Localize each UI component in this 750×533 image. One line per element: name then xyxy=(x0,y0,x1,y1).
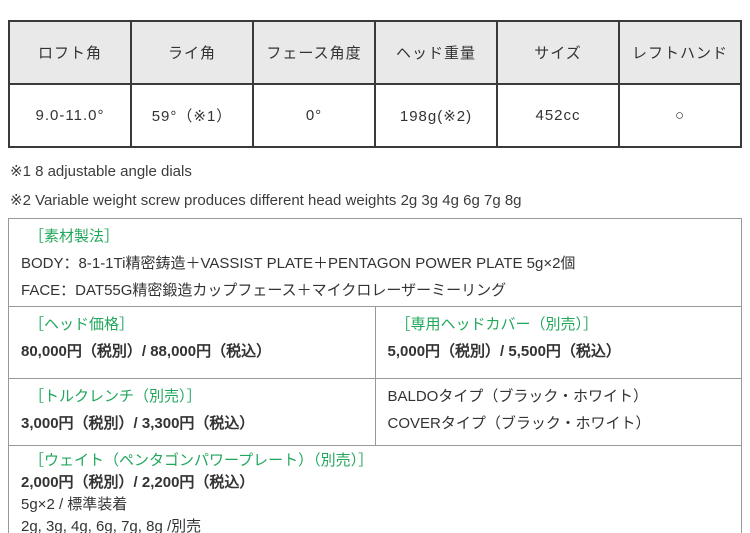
material-cell: ［素材製法］ BODY：8-1-1Ti精密鋳造＋VASSIST PLATE＋PE… xyxy=(8,218,742,307)
cover-type-cover: COVERタイプ（ブラック・ホワイト） xyxy=(387,415,651,432)
material-body-line: BODY：8-1-1Ti精密鋳造＋VASSIST PLATE＋PENTAGON … xyxy=(21,255,576,272)
head-cover-title: ［専用ヘッドカバー（別売）］ xyxy=(395,316,599,333)
spec-value-row: 9.0-11.0° 59°（※1） 0° 198g(※2) 452cc ○ xyxy=(8,83,742,148)
spec-value-left-hand: ○ xyxy=(618,83,742,148)
info-table: ［素材製法］ BODY：8-1-1Ti精密鋳造＋VASSIST PLATE＋PE… xyxy=(8,218,742,533)
head-price-cell: ［ヘッド価格］ 80,000円（税別）/ 88,000円（税込） xyxy=(8,306,376,379)
spec-header-lie: ライ角 xyxy=(130,20,254,85)
footnotes: ※1 8 adjustable angle dials ※2 Variable … xyxy=(10,157,522,215)
head-price-value: 80,000円（税別）/ 88,000円（税込） xyxy=(21,343,272,360)
prices-row: ［ヘッド価格］ 80,000円（税別）/ 88,000円（税込） ［専用ヘッドカ… xyxy=(8,306,742,379)
weight-plate-standard: 5g×2 / 標準装着 xyxy=(21,496,128,513)
head-cover-cell: ［専用ヘッドカバー（別売）］ 5,000円（税別）/ 5,500円（税込） xyxy=(374,306,742,379)
spec-header-left-hand: レフトハンド xyxy=(618,20,742,85)
weight-plate-cell: ［ウェイト（ペンタゴンパワープレート）（別売）］ 2,000円（税別）/ 2,2… xyxy=(8,445,742,533)
spec-table: ロフト角 ライ角 フェース角度 ヘッド重量 サイズ レフトハンド 9.0-11.… xyxy=(8,20,742,148)
footnote-1: ※1 8 adjustable angle dials xyxy=(10,163,192,180)
spec-header-face-angle: フェース角度 xyxy=(252,20,376,85)
material-row: ［素材製法］ BODY：8-1-1Ti精密鋳造＋VASSIST PLATE＋PE… xyxy=(8,218,742,307)
head-cover-price: 5,000円（税別）/ 5,500円（税込） xyxy=(387,343,621,360)
weight-plate-price: 2,000円（税別）/ 2,200円（税込） xyxy=(21,474,255,491)
spec-value-face-angle: 0° xyxy=(252,83,376,148)
spec-value-head-weight: 198g(※2) xyxy=(374,83,498,148)
extras-row: ［トルクレンチ（別売）］ 3,000円（税別）/ 3,300円（税込） BALD… xyxy=(8,378,742,446)
material-title: ［素材製法］ xyxy=(29,228,120,245)
head-price-title: ［ヘッド価格］ xyxy=(29,316,135,333)
spec-value-loft: 9.0-11.0° xyxy=(8,83,132,148)
torque-wrench-cell: ［トルクレンチ（別売）］ 3,000円（税別）/ 3,300円（税込） xyxy=(8,378,376,446)
material-face-line: FACE：DAT55G精密鍛造カップフェース＋マイクロレーザーミーリング xyxy=(21,282,507,299)
footnote-2: ※2 Variable weight screw produces differ… xyxy=(10,192,522,209)
weight-plate-title: ［ウェイト（ペンタゴンパワープレート）（別売）］ xyxy=(29,452,374,469)
spec-header-size: サイズ xyxy=(496,20,620,85)
spec-header-loft: ロフト角 xyxy=(8,20,132,85)
cover-types-cell: BALDOタイプ（ブラック・ホワイト） COVERタイプ（ブラック・ホワイト） xyxy=(374,378,742,446)
spec-value-size: 452cc xyxy=(496,83,620,148)
spec-header-head-weight: ヘッド重量 xyxy=(374,20,498,85)
spec-header-row: ロフト角 ライ角 フェース角度 ヘッド重量 サイズ レフトハンド xyxy=(8,20,742,85)
spec-value-lie: 59°（※1） xyxy=(130,83,254,148)
cover-type-baldo: BALDOタイプ（ブラック・ホワイト） xyxy=(387,388,649,405)
torque-wrench-price: 3,000円（税別）/ 3,300円（税込） xyxy=(21,415,255,432)
torque-wrench-title: ［トルクレンチ（別売）］ xyxy=(29,388,202,405)
weight-row: ［ウェイト（ペンタゴンパワープレート）（別売）］ 2,000円（税別）/ 2,2… xyxy=(8,445,742,533)
weight-plate-optional: 2g, 3g, 4g, 6g, 7g, 8g /別売 xyxy=(21,518,202,533)
